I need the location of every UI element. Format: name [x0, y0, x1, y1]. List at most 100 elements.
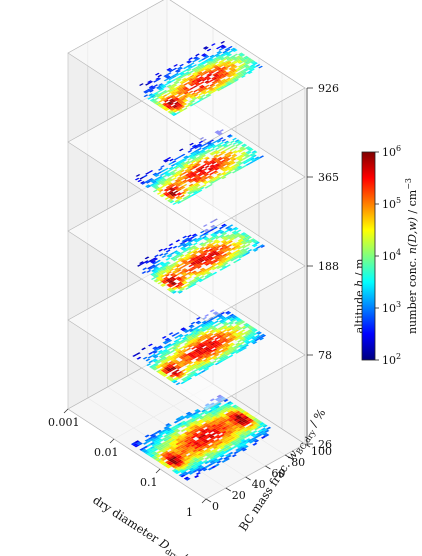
heatmap-cell: [183, 439, 189, 443]
heatmap-cell: [180, 462, 186, 465]
heatmap-cell: [219, 336, 224, 339]
heatmap-cell: [211, 262, 217, 266]
heatmap-cell: [213, 417, 219, 421]
heatmap-cell: [215, 54, 221, 58]
heatmap-cell: [187, 470, 193, 474]
heatmap-cell: [182, 450, 188, 454]
heatmap-cell: [183, 333, 189, 337]
bc-tick: [265, 465, 271, 470]
heatmap-cell: [177, 160, 183, 163]
heatmap-cell: [204, 452, 210, 456]
heatmap-cell: [146, 363, 152, 366]
altitude-tick-label: 926: [318, 82, 339, 95]
heatmap-cell: [174, 332, 180, 335]
heatmap-cell: [188, 78, 194, 82]
heatmap-cell: [199, 445, 205, 449]
heatmap-cell: [185, 287, 190, 290]
heatmap-cell: [216, 411, 222, 415]
heatmap-cell: [193, 182, 198, 186]
heatmap-cell: [216, 444, 222, 448]
heatmap-cell: [156, 272, 162, 276]
heatmap-cell: [231, 416, 237, 420]
heatmap-cell: [221, 265, 227, 268]
heatmap-cell: [224, 323, 230, 326]
heatmap-cell: [213, 429, 219, 433]
heatmap-cell: [162, 357, 168, 361]
heatmap-cell: [215, 79, 220, 82]
heatmap-cell: [190, 100, 196, 103]
heatmap-cell: [216, 460, 222, 464]
heatmap-cell: [158, 435, 164, 439]
heatmap-cell: [189, 257, 195, 260]
heatmap-cell: [212, 158, 218, 161]
heatmap-cell: [228, 427, 234, 431]
heatmap-cell: [153, 258, 159, 261]
heatmap-cell: [228, 325, 234, 329]
heatmap-cell: [186, 93, 192, 97]
heatmap-cell: [205, 141, 211, 144]
heatmap-cell: [243, 445, 249, 449]
heatmap-cell: [139, 176, 145, 180]
heatmap-cell: [216, 440, 222, 443]
heatmap-cell: [187, 421, 193, 425]
heatmap-cell: [173, 263, 179, 266]
heatmap-cell: [171, 265, 177, 269]
heatmap-cell: [216, 177, 222, 181]
heatmap-cell: [210, 237, 216, 241]
heatmap-cell: [174, 166, 180, 170]
heatmap-cell: [221, 244, 226, 248]
heatmap-cell: [199, 157, 204, 161]
heatmap-cell: [213, 413, 219, 416]
heatmap-cell: [152, 95, 157, 99]
heatmap-cell: [226, 446, 232, 450]
heatmap-cell: [189, 147, 195, 150]
heatmap-cell: [244, 56, 249, 60]
heatmap-cell: [225, 226, 230, 229]
heatmap-cell: [234, 245, 240, 248]
heatmap-cell: [253, 244, 258, 248]
heatmap-cell: [252, 333, 258, 336]
heatmap-cell: [252, 341, 258, 345]
heatmap-cell: [211, 424, 217, 428]
heatmap-cell: [233, 442, 239, 446]
heatmap-cell: [166, 157, 172, 160]
heatmap-cell: [150, 277, 156, 280]
heatmap-cell: [233, 74, 239, 78]
heatmap-cell: [236, 335, 242, 338]
heatmap-cell: [238, 154, 244, 158]
heatmap-cell: [225, 420, 231, 424]
heatmap-cell: [219, 73, 225, 77]
heatmap-cell: [214, 434, 220, 438]
heatmap-cell: [240, 426, 246, 430]
heatmap-cell: [141, 271, 147, 274]
heatmap-cell: [168, 361, 174, 364]
heatmap-cell: [201, 369, 206, 373]
heatmap-cell: [158, 439, 164, 443]
heatmap-cell: [207, 184, 213, 187]
heatmap-cell: [215, 87, 221, 91]
heatmap-cell: [213, 404, 219, 408]
heatmap-cell: [227, 321, 233, 324]
heatmap-cell: [207, 459, 213, 463]
heatmap-cell: [178, 372, 184, 375]
heatmap-cell: [187, 377, 193, 381]
heatmap-cell: [185, 343, 191, 346]
heatmap-cell: [153, 456, 159, 460]
heatmap-cell: [187, 60, 192, 64]
heatmap-cell: [189, 442, 195, 446]
heatmap-cell: [217, 144, 222, 148]
heatmap-cell: [165, 456, 171, 460]
heatmap-cell: [179, 262, 185, 266]
heatmap-cell: [204, 63, 209, 67]
heatmap-cell: [225, 158, 231, 162]
heatmap-cell: [248, 59, 253, 62]
heatmap-cell: [188, 268, 194, 272]
heatmap-cell: [238, 446, 244, 450]
heatmap-cell: [206, 259, 211, 263]
heatmap-cell: [193, 77, 199, 80]
heatmap-cell: [228, 346, 234, 350]
heatmap-cell: [215, 346, 221, 350]
heatmap-cell: [154, 441, 160, 445]
heatmap-cell: [230, 165, 235, 169]
heatmap-cell: [200, 166, 205, 170]
